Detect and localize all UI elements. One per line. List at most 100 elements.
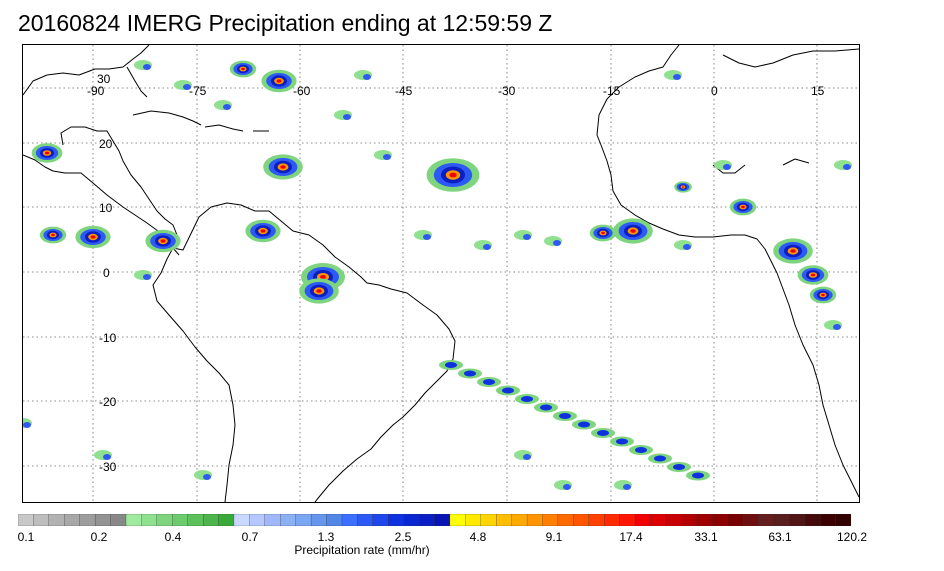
precip-cell <box>23 422 31 428</box>
precip-cell <box>103 454 111 460</box>
colorbar-label: 0.1 <box>17 530 35 544</box>
colorbar-swatch <box>110 514 127 526</box>
precip-cell <box>320 275 326 279</box>
colorbar-label: 33.1 <box>694 530 718 544</box>
precip-cell <box>578 421 590 428</box>
colorbar-label: 4.8 <box>469 530 487 544</box>
precip-cell <box>90 235 96 239</box>
colorbar-swatch <box>665 514 682 526</box>
precip-cell <box>673 74 681 80</box>
precip-cell <box>383 154 391 160</box>
colorbar-label: 0.7 <box>241 530 259 544</box>
colorbar-swatch <box>542 514 559 526</box>
lat-label: 20 <box>99 137 113 151</box>
colorbar-swatch <box>835 514 851 526</box>
colorbar-swatch <box>465 514 482 526</box>
precip-cell <box>483 379 495 385</box>
precip-cell <box>654 455 666 462</box>
precip-cell <box>523 454 531 460</box>
colorbar-swatch <box>480 514 497 526</box>
lat-label: 0 <box>103 266 110 280</box>
lon-label: -75 <box>189 84 207 98</box>
colorbar-swatch <box>634 514 651 526</box>
colorbar-swatch <box>742 514 759 526</box>
lon-label: -15 <box>603 84 621 98</box>
colorbar-swatch <box>310 514 327 526</box>
colorbar-swatch <box>449 514 466 526</box>
colorbar-label: 0.2 <box>90 530 108 544</box>
lat-label: -30 <box>99 460 117 474</box>
precip-cell <box>464 370 476 377</box>
colorbar-label: 1.3 <box>317 530 335 544</box>
precip-cell <box>540 404 552 411</box>
precip-cell <box>681 186 685 188</box>
precip-cell <box>630 229 636 233</box>
colorbar-swatch <box>172 514 189 526</box>
colorbar <box>18 514 851 526</box>
colorbar-swatch <box>18 514 34 526</box>
colorbar-swatch <box>650 514 667 526</box>
colorbar-swatch <box>156 514 173 526</box>
precip-cell <box>790 249 796 253</box>
precip-cell <box>521 396 533 402</box>
precip-cell <box>833 324 841 330</box>
precip-cell <box>280 165 286 169</box>
precip-cell <box>363 74 371 80</box>
lon-label: -30 <box>498 84 516 98</box>
colorbar-swatch <box>804 514 821 526</box>
colorbar-swatch <box>727 514 744 526</box>
colorbar-swatch <box>820 514 837 526</box>
precip-cell <box>483 244 491 250</box>
precip-cell <box>423 234 431 240</box>
colorbar-label: 2.5 <box>394 530 412 544</box>
precip-cell <box>635 447 647 453</box>
colorbar-label: 0.4 <box>164 530 182 544</box>
colorbar-swatch <box>141 514 158 526</box>
precip-cell <box>203 474 211 480</box>
precip-cell <box>692 472 704 479</box>
precip-cell <box>241 67 245 71</box>
precip-cell <box>623 484 631 490</box>
colorbar-swatch <box>249 514 266 526</box>
lon-label: -90 <box>87 84 105 98</box>
precip-cell <box>502 387 514 394</box>
precip-cell <box>553 240 561 246</box>
colorbar-swatch <box>295 514 312 526</box>
colorbar-swatch <box>233 514 250 526</box>
colorbar-swatch <box>418 514 435 526</box>
precip-cell <box>723 164 731 170</box>
colorbar-swatch <box>604 514 621 526</box>
colorbar-swatch <box>403 514 420 526</box>
colorbar-swatch <box>496 514 513 526</box>
colorbar-swatch <box>187 514 204 526</box>
colorbar-swatch <box>280 514 297 526</box>
precip-cell <box>559 413 571 419</box>
colorbar-label: 120.2 <box>836 530 868 544</box>
precip-cell <box>143 274 151 280</box>
colorbar-label: 17.4 <box>619 530 643 544</box>
colorbar-swatch <box>526 514 543 526</box>
precip-cell <box>563 484 571 490</box>
colorbar-swatch <box>789 514 806 526</box>
precip-cell <box>597 430 609 436</box>
precip-cell <box>316 289 322 293</box>
colorbar-swatch <box>588 514 605 526</box>
colorbar-swatch <box>712 514 729 526</box>
colorbar-swatch <box>511 514 528 526</box>
colorbar-swatch <box>64 514 81 526</box>
precip-cell <box>601 231 605 235</box>
colorbar-swatch <box>357 514 374 526</box>
lat-label: 10 <box>99 201 113 215</box>
colorbar-swatch <box>557 514 574 526</box>
precip-cell <box>143 64 151 70</box>
colorbar-swatch <box>758 514 775 526</box>
precip-cell <box>673 464 685 470</box>
colorbar-swatch <box>434 514 451 526</box>
colorbar-swatch <box>573 514 590 526</box>
precip-cell <box>445 362 457 368</box>
precipitation-map: -90 -75 -60 -45 -30 -15 0 15 30 20 10 0 … <box>22 44 860 503</box>
precip-cell <box>160 239 166 243</box>
precip-cell <box>51 233 55 237</box>
colorbar-label: 63.1 <box>768 530 792 544</box>
precip-cell <box>523 234 531 240</box>
